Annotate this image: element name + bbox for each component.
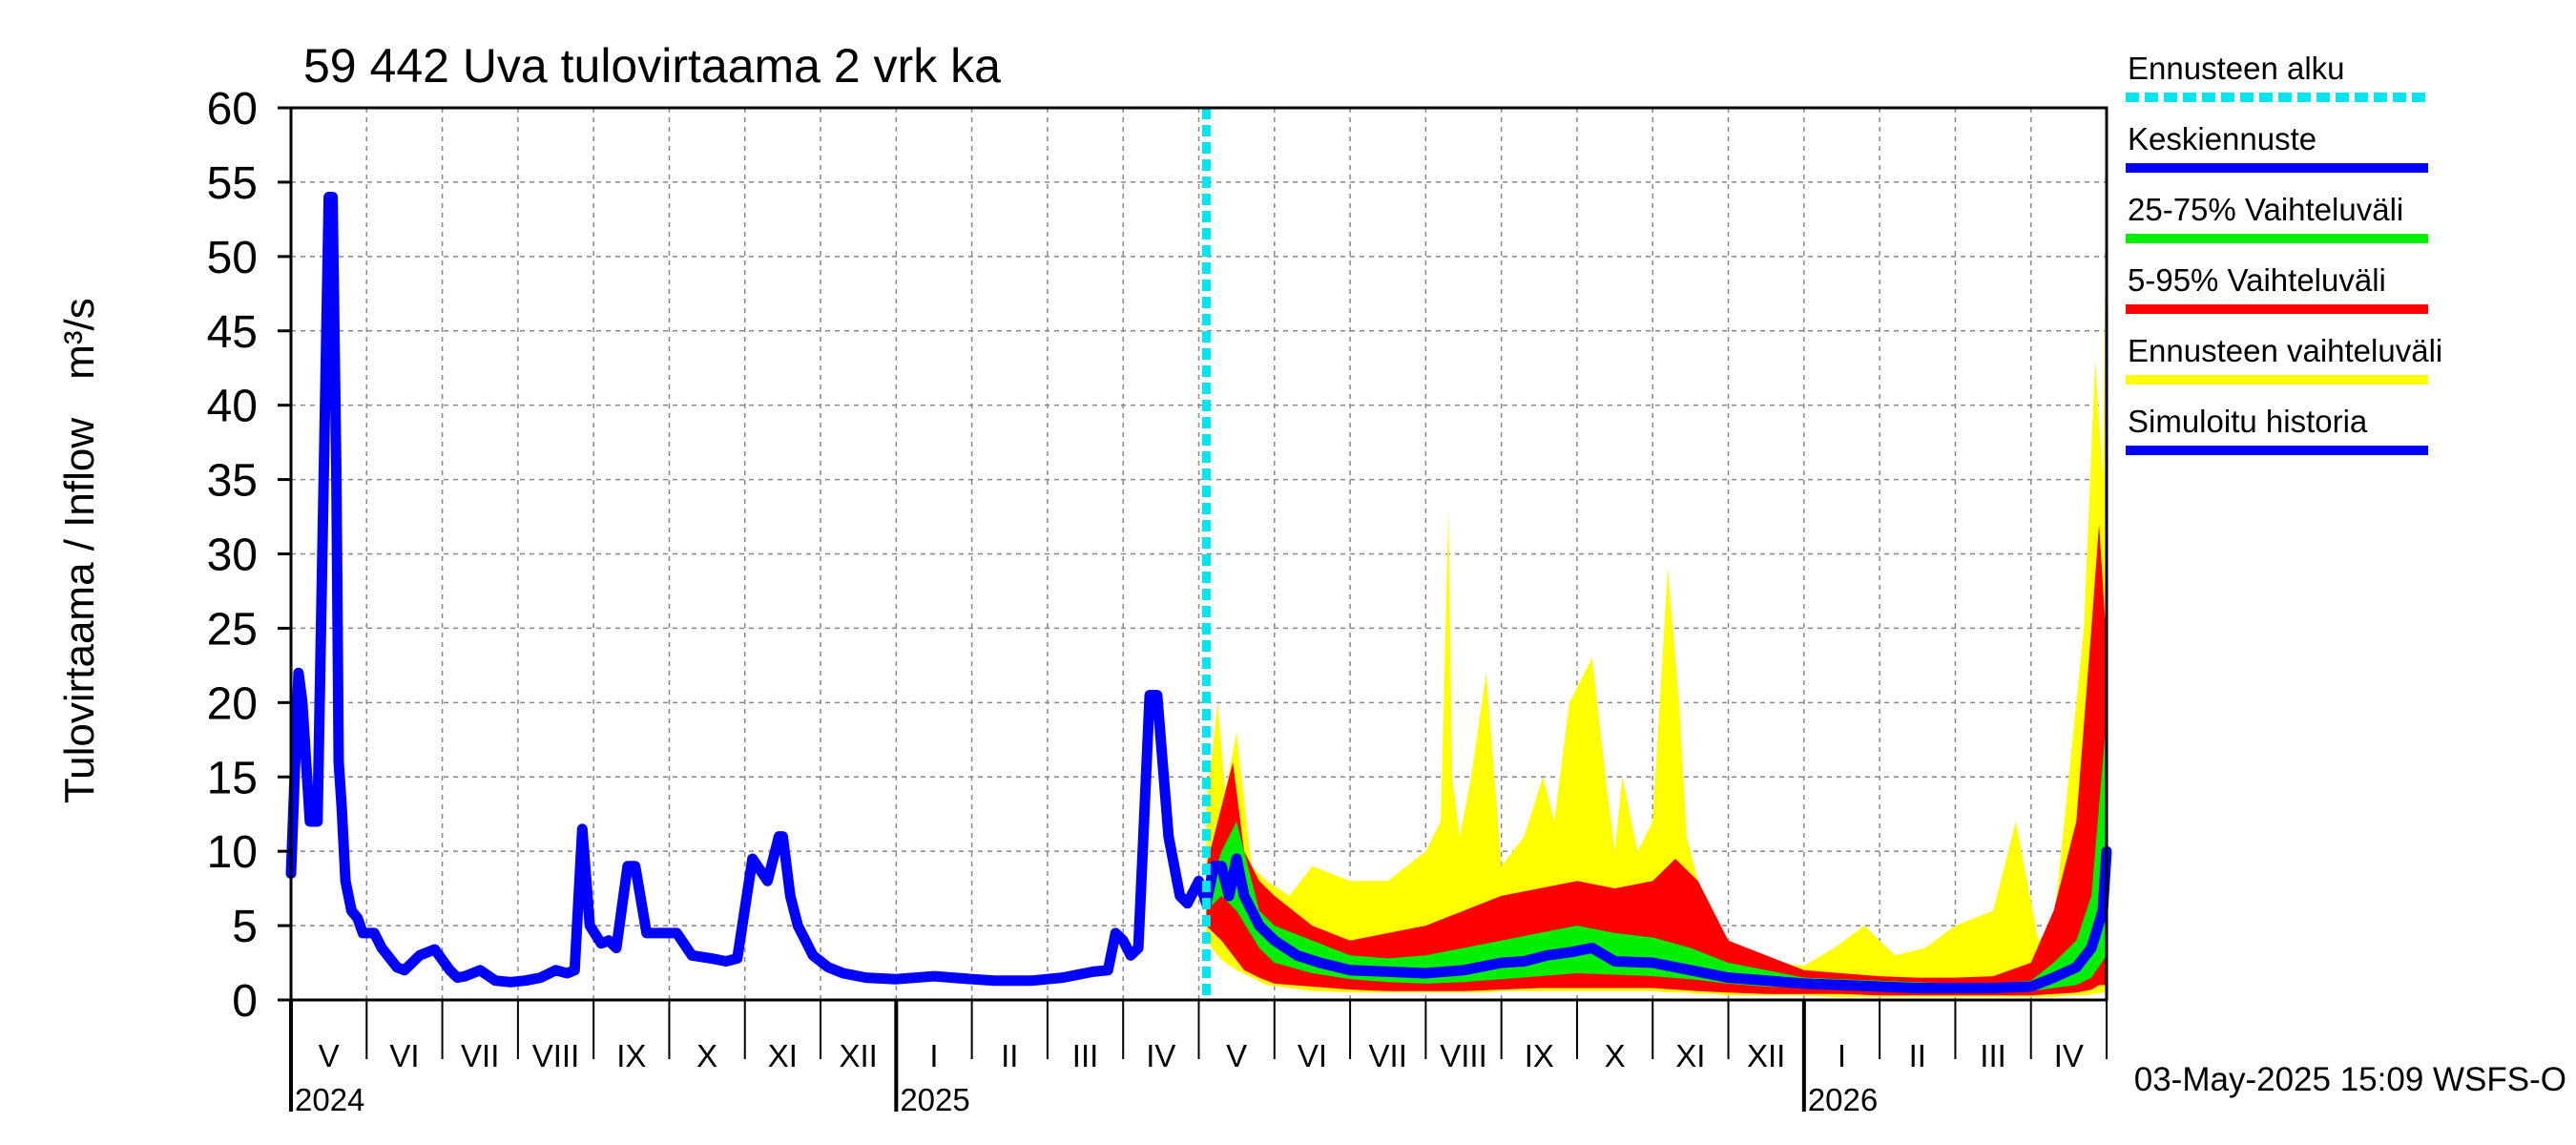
month-label: I (929, 1038, 938, 1073)
month-label: IV (1146, 1038, 1175, 1073)
y-axis-label: Tulovirtaama / Inflow (56, 418, 103, 804)
y-axis: 0 5 10 15 20 25 30 35 40 45 50 55 60 (207, 84, 291, 1027)
y-tick-label: 45 (207, 307, 258, 358)
line-keskiennuste (1200, 845, 2112, 993)
month-label: I (1838, 1038, 1846, 1073)
month-label: X (1605, 1038, 1626, 1073)
y-tick-label: 20 (207, 678, 258, 729)
y-tick-label: 5 (232, 902, 258, 952)
month-label: XI (1675, 1038, 1705, 1073)
legend-label: Ennusteen vaihteluväli (2128, 333, 2442, 368)
y-tick-label: 60 (207, 84, 258, 135)
legend-label: Ennusteen alku (2128, 51, 2345, 86)
month-label: V (1226, 1038, 1247, 1073)
y-tick-label: 55 (207, 158, 258, 209)
legend: Ennusteen alku Keskiennuste 25-75% Vaihtel… (2126, 51, 2442, 455)
y-tick-label: 30 (207, 531, 258, 581)
footer-timestamp: 03-May-2025 15:09 WSFS-O (2134, 1061, 2566, 1098)
y-tick-label: 15 (207, 753, 258, 803)
y-tick-label: 40 (207, 382, 258, 432)
chart-title: 59 442 Uva tulovirtaama 2 vrk ka (303, 39, 1001, 93)
y-axis-unit: m³/s (56, 298, 103, 380)
band-25-75-vaihteluv-li (1206, 717, 2107, 991)
legend-label: 5-95% Vaihteluväli (2128, 262, 2386, 298)
month-label: VII (461, 1038, 499, 1073)
grid (291, 108, 2107, 1000)
data-lines (285, 192, 2112, 993)
month-label: X (696, 1038, 717, 1073)
month-label: XII (1747, 1038, 1785, 1073)
y-tick-label: 35 (207, 456, 258, 507)
legend-label: 25-75% Vaihteluväli (2128, 192, 2403, 227)
y-tick-label: 25 (207, 604, 258, 655)
month-label: IX (1525, 1038, 1554, 1073)
band-ennusteen-vaihteluv-li (1206, 181, 2107, 997)
line-simuloitu-historia (285, 192, 1212, 988)
month-label: V (319, 1038, 340, 1073)
year-label: 2025 (900, 1082, 969, 1117)
month-label: XI (768, 1038, 798, 1073)
month-label: VIII (532, 1038, 580, 1073)
year-label: 2026 (1808, 1082, 1878, 1117)
month-label: VIII (1440, 1038, 1487, 1073)
month-label: IV (2054, 1038, 2084, 1073)
month-label: III (1072, 1038, 1099, 1073)
month-label: VII (1369, 1038, 1407, 1073)
y-tick-label: 10 (207, 827, 258, 878)
legend-label: Keskiennuste (2128, 121, 2316, 156)
month-label: III (1980, 1038, 2006, 1073)
month-label: II (1001, 1038, 1018, 1073)
year-label: 2024 (295, 1082, 364, 1117)
legend-label: Simuloitu historia (2128, 404, 2368, 439)
month-label: IX (616, 1038, 646, 1073)
month-label: XII (840, 1038, 878, 1073)
y-tick-label: 50 (207, 233, 258, 283)
x-axis: V VI VII VIII IX X XI XII I II III IV V VI VII VIII IX X X… (289, 1000, 2108, 1117)
forecast-bands (1206, 181, 2107, 997)
month-label: II (1909, 1038, 1926, 1073)
y-tick-label: 0 (232, 976, 258, 1027)
month-label: VI (389, 1038, 419, 1073)
month-label: VI (1298, 1038, 1327, 1073)
